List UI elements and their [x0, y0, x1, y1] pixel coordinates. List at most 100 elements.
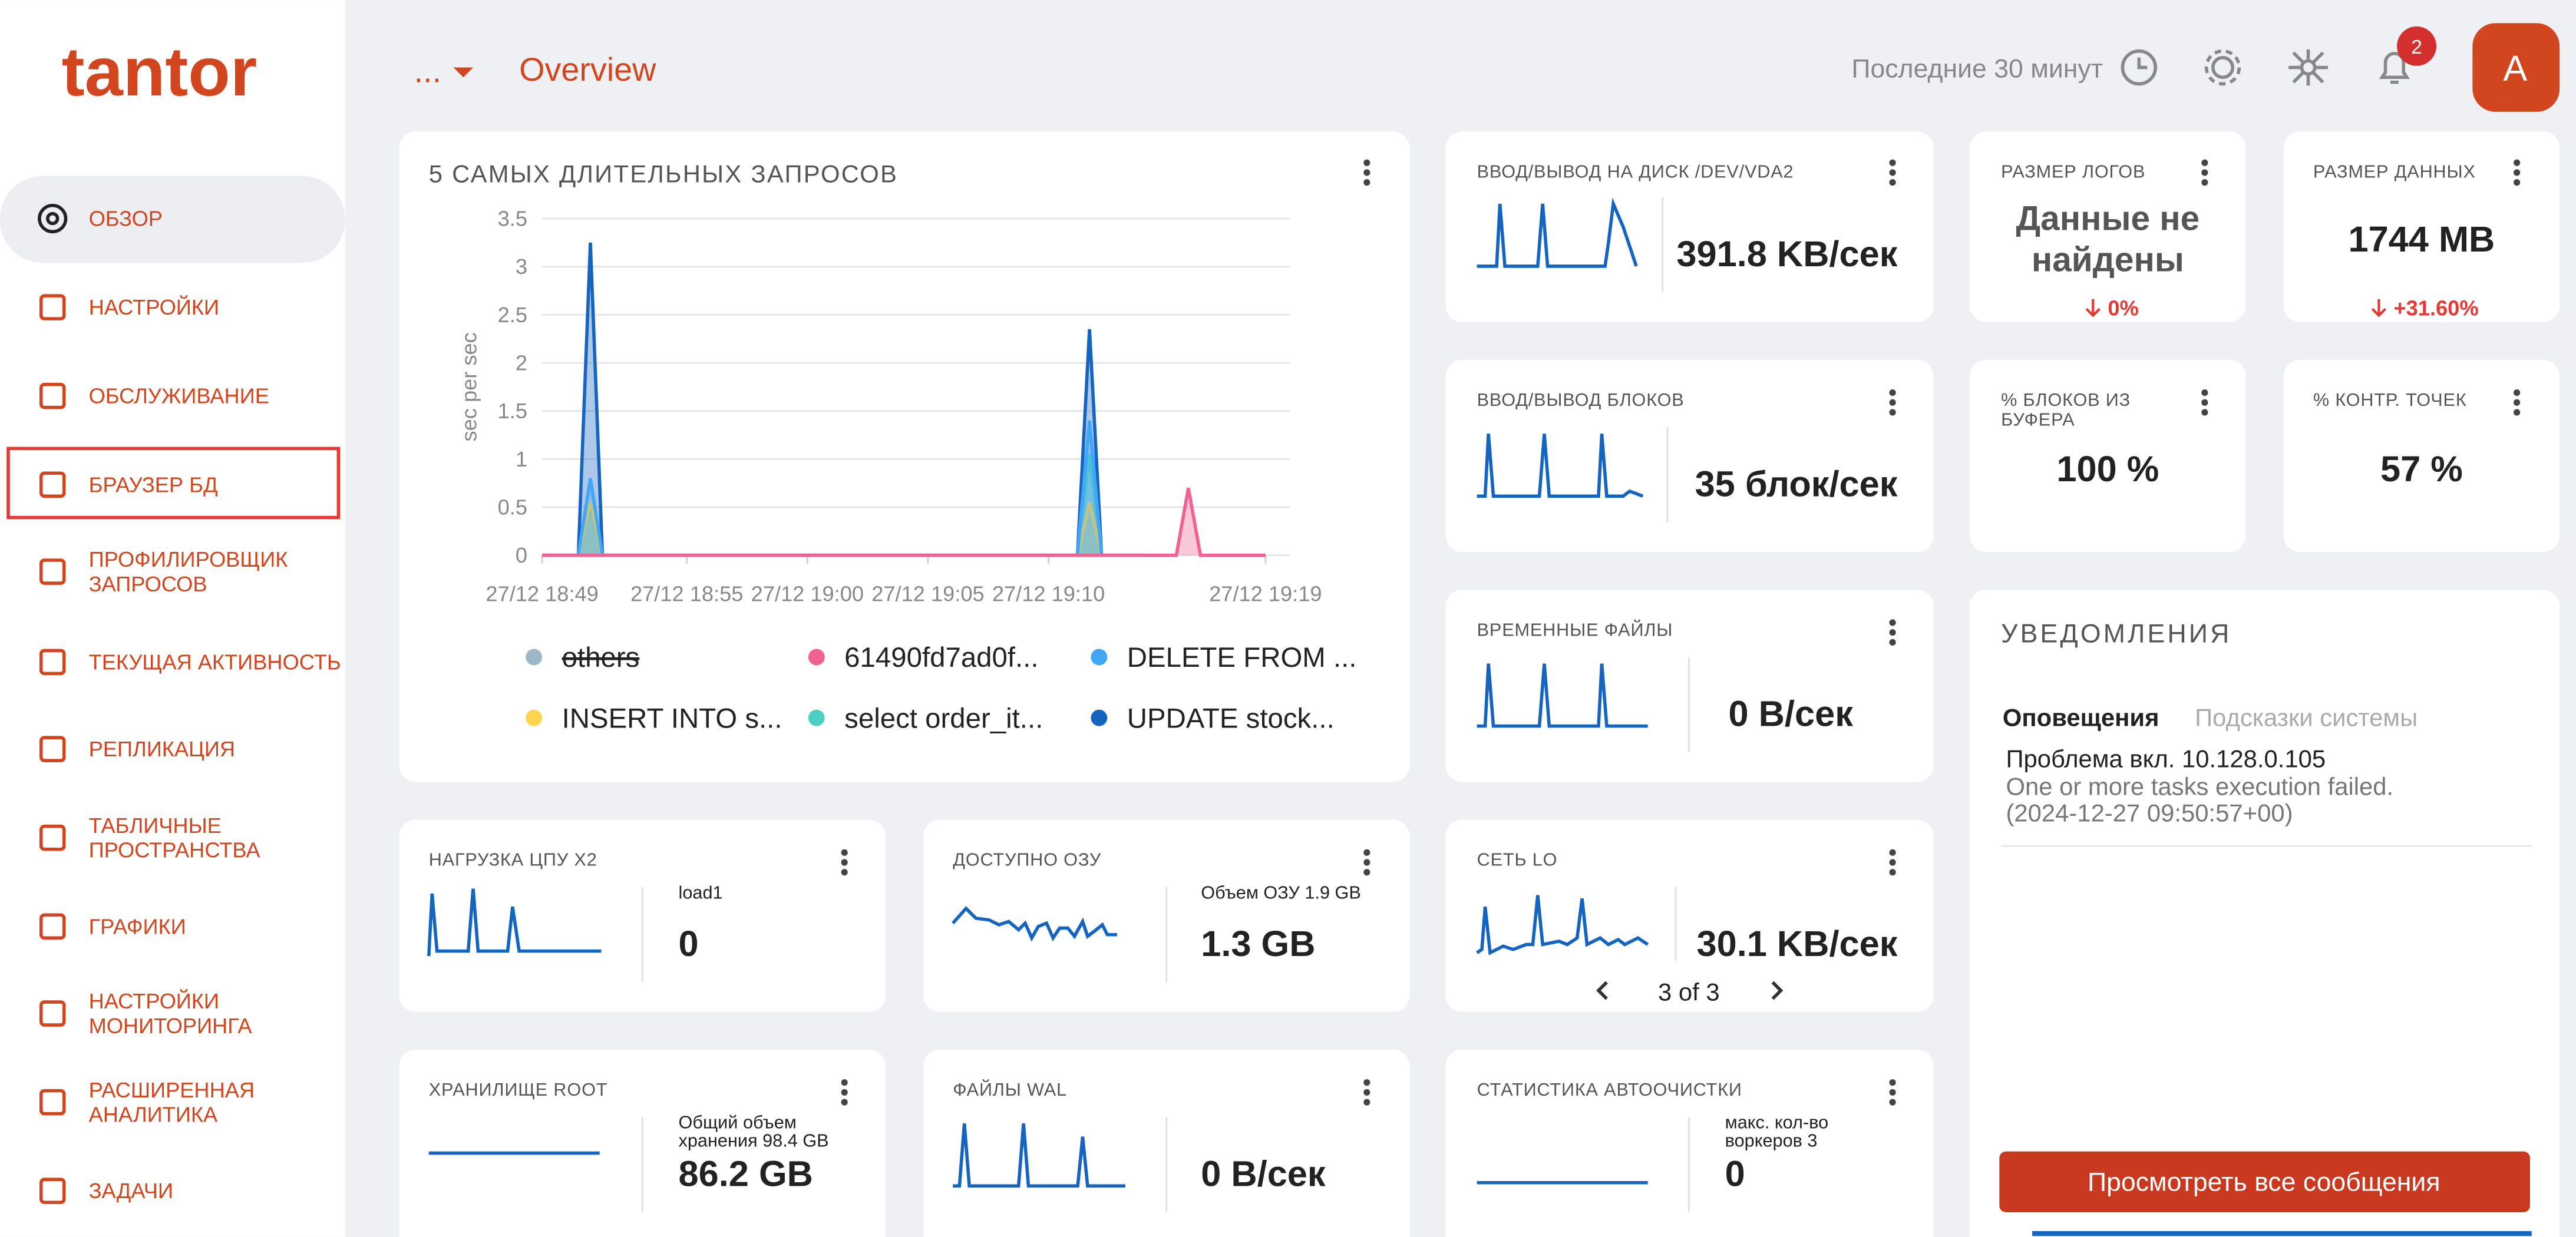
widget-card [2283, 359, 2560, 553]
dot [1889, 159, 1896, 166]
legend-label[interactable]: DELETE FROM ... [1127, 642, 1357, 673]
view-all-button[interactable] [1999, 1151, 2530, 1212]
nav-label[interactable]: ТАБЛИЧНЫЕ [89, 813, 222, 838]
kebab-menu[interactable] [2201, 389, 2208, 416]
widget-title: % БЛОКОВ ИЗ [2001, 390, 2131, 410]
logo[interactable]: tantor [62, 33, 257, 110]
kebab-menu[interactable] [1889, 1079, 1896, 1106]
nav-label[interactable]: МОНИТОРИНГА [89, 1014, 253, 1038]
nav-label[interactable]: РЕПЛИКАЦИЯ [89, 737, 236, 761]
dot [1363, 1099, 1370, 1106]
legend-marker[interactable] [1091, 709, 1108, 726]
nav-label[interactable]: ОБСЛУЖИВАНИЕ [89, 384, 269, 408]
widget-change: 0% [2108, 296, 2138, 320]
header-icons [2121, 49, 2410, 86]
kebab-menu[interactable] [841, 1079, 848, 1106]
nav-icon [39, 471, 66, 498]
kebab-menu[interactable] [1889, 389, 1896, 416]
nav-label[interactable]: ПРОСТРАНСТВА [89, 838, 261, 862]
y-tick-label: 2 [516, 351, 527, 375]
badge [2397, 26, 2436, 66]
nav-label[interactable]: ЗАПРОСОВ [89, 572, 207, 596]
legend-label[interactable]: INSERT INTO s... [562, 703, 782, 734]
nav-label[interactable]: ПРОФИЛИРОВЩИК [89, 547, 288, 571]
notification-title: Проблема вкл. 10.128.0.105 [2006, 745, 2326, 772]
legend-label[interactable]: 61490fd7ad0f... [844, 642, 1038, 673]
kebab-menu[interactable] [1889, 849, 1896, 876]
kebab-menu[interactable] [1889, 619, 1896, 646]
settings-icon[interactable] [2211, 56, 2235, 80]
dot [2514, 389, 2521, 396]
nav-icon [39, 382, 66, 409]
widget-title: РАЗМЕР ЛОГОВ [2001, 161, 2145, 181]
widget-card [1445, 359, 1934, 553]
pager: 3 of 3 [1658, 978, 1720, 1006]
nav-label[interactable]: ТЕКУЩАЯ АКТИВНОСТЬ [89, 650, 341, 674]
kebab-menu[interactable] [841, 849, 848, 876]
tab[interactable]: Подсказки системы [2195, 704, 2418, 732]
legend-label[interactable]: UPDATE stock... [1127, 703, 1335, 734]
widget-title: ВРЕМЕННЫЕ ФАЙЛЫ [1477, 618, 1673, 640]
icon-part [39, 649, 66, 676]
dot [2201, 169, 2208, 176]
kebab-menu[interactable] [1363, 1079, 1370, 1106]
nav-label[interactable]: АНАЛИТИКА [89, 1103, 218, 1127]
legend-label[interactable]: others [562, 642, 640, 673]
kebab-menu[interactable] [2514, 159, 2521, 186]
kebab-menu[interactable] [1363, 849, 1370, 876]
nav-label[interactable]: ЗАДАЧИ [89, 1179, 173, 1203]
nav-label[interactable]: ОБЗОР [89, 207, 163, 231]
y-tick-label: 3 [516, 254, 527, 279]
button-label: Просмотреть все сообщения [2088, 1168, 2440, 1197]
kebab-menu[interactable] [1889, 159, 1896, 186]
widget-value: Данные не [2016, 200, 2199, 238]
icon-part [39, 736, 66, 762]
dot [1363, 179, 1370, 186]
legend-marker[interactable] [808, 649, 825, 666]
series-area [542, 488, 1266, 555]
prev-button[interactable] [1596, 981, 1608, 1000]
nav-label[interactable]: РАСШИРЕННАЯ [89, 1078, 255, 1102]
legend-marker[interactable] [808, 709, 825, 726]
legend-marker[interactable] [526, 649, 543, 666]
down-arrow [2085, 299, 2101, 317]
breadcrumb[interactable]: ... [414, 53, 441, 90]
widget-title: БУФЕРА [2001, 409, 2075, 429]
nav-label[interactable]: БРАУЗЕР БД [89, 472, 218, 497]
next-button[interactable] [1771, 981, 1784, 1000]
legend-label[interactable]: select order_it... [844, 703, 1043, 734]
tab[interactable]: Оповещения [2003, 704, 2159, 732]
icon-part [38, 203, 68, 234]
icon-part [39, 913, 66, 940]
kebab-menu[interactable] [2201, 159, 2208, 186]
y-tick-label: 1 [516, 447, 527, 471]
time-range[interactable]: Последние 30 минут [1851, 54, 2103, 83]
dot [1889, 869, 1896, 876]
avatar[interactable] [2472, 23, 2560, 112]
dot [2201, 399, 2208, 406]
bell-icon[interactable] [2379, 52, 2410, 84]
legend-marker[interactable] [526, 709, 543, 726]
legend-marker[interactable] [1091, 649, 1108, 666]
kebab-menu[interactable] [1363, 159, 1370, 186]
nav-label[interactable]: ГРАФИКИ [89, 914, 186, 938]
widget-value: найдены [2032, 240, 2184, 279]
widget-title: ВВОД/ВЫВОД БЛОКОВ [1477, 390, 1685, 410]
x-tick-label: 27/12 18:49 [486, 582, 598, 606]
dot [1889, 639, 1896, 646]
nav-label[interactable]: НАСТРОЙКИ [89, 988, 219, 1013]
chart-title: 5 САМЫХ ДЛИТЕЛЬНЫХ ЗАПРОСОВ [429, 160, 898, 188]
widget-card [2283, 131, 2560, 322]
dot [1889, 169, 1896, 176]
dot [841, 869, 848, 876]
dot [841, 1099, 848, 1106]
widget-label: воркеров 3 [1725, 1130, 1818, 1150]
down-arrow [2371, 299, 2387, 317]
y-axis-label: sec per sec [457, 332, 481, 441]
clock-icon[interactable] [2121, 49, 2157, 86]
kebab-menu[interactable] [2514, 389, 2521, 416]
icon-part [39, 471, 66, 498]
nav-label[interactable]: НАСТРОЙКИ [89, 295, 219, 319]
nav: ОБЗОР НАСТРОЙКИ ОБСЛУЖИВАНИЕ БРАУЗЕР БД ПРОФ… [38, 203, 341, 1205]
